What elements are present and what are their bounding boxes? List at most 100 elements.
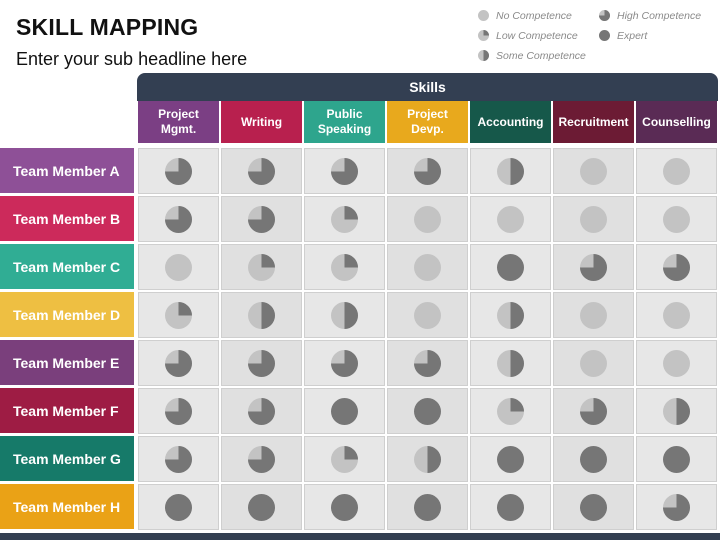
skill-cell [221, 436, 302, 482]
legend-item: High Competence [598, 9, 701, 22]
skill-column-header: Recruitment [553, 101, 634, 143]
competence-pie-icon [497, 445, 524, 473]
competence-pie-icon [497, 301, 524, 329]
competence-pie-icon [580, 397, 607, 425]
skill-cell [636, 244, 717, 290]
competence-pie-icon [165, 157, 192, 185]
competence-pie-icon [599, 30, 610, 41]
skill-cell [138, 436, 219, 482]
competence-pie-icon [663, 301, 690, 329]
skill-cell [387, 292, 468, 338]
team-member-label: Team Member C [0, 244, 134, 289]
competence-pie-icon [580, 157, 607, 185]
competence-pie-icon [497, 157, 524, 185]
competence-pie-icon [478, 30, 489, 41]
skill-cell [387, 148, 468, 194]
competence-pie-icon [248, 397, 275, 425]
skill-cell [138, 340, 219, 386]
competence-pie-icon [580, 253, 607, 281]
legend-label: Some Competence [496, 49, 586, 62]
team-member-label: Team Member H [0, 484, 134, 529]
skill-cell [138, 484, 219, 530]
competence-pie-icon [663, 493, 690, 521]
skill-cell [553, 244, 634, 290]
competence-pie-icon [497, 253, 524, 281]
skill-cell [304, 148, 385, 194]
skill-cell [221, 292, 302, 338]
competence-pie-icon [497, 205, 524, 233]
legend-item: No Competence [477, 9, 572, 22]
legend-label: Low Competence [496, 29, 578, 42]
competence-pie-icon [497, 493, 524, 521]
competence-pie-icon [248, 445, 275, 473]
skill-label: Public Speaking [317, 107, 372, 136]
competence-pie-icon [414, 157, 441, 185]
skill-cell [470, 388, 551, 434]
skill-label: Accounting [477, 114, 544, 129]
competence-pie-icon [165, 205, 192, 233]
competence-pie-icon [165, 301, 192, 329]
bottom-bar [0, 533, 720, 540]
competence-pie-icon [414, 445, 441, 473]
skill-cell [304, 388, 385, 434]
competence-pie-icon [331, 445, 358, 473]
skill-column-header: Writing [221, 101, 302, 143]
skill-label: Project Devp. [407, 107, 448, 136]
competence-pie-icon [663, 157, 690, 185]
skill-cell [553, 388, 634, 434]
skill-cell [636, 388, 717, 434]
competence-pie-icon [663, 397, 690, 425]
skill-cell [304, 484, 385, 530]
legend-item: Some Competence [477, 49, 586, 62]
competence-pie-icon [414, 349, 441, 377]
skill-cell [553, 196, 634, 242]
competence-legend: No Competence High Competence Low Competen… [477, 9, 717, 69]
competence-pie-icon [165, 445, 192, 473]
competence-pie-icon [331, 301, 358, 329]
competence-pie-icon [248, 205, 275, 233]
competence-pie-icon [248, 253, 275, 281]
skill-cell [636, 340, 717, 386]
skill-cell [470, 340, 551, 386]
skill-cell [553, 292, 634, 338]
skill-cell [387, 196, 468, 242]
team-member-label: Team Member D [0, 292, 134, 337]
competence-pie-icon [248, 349, 275, 377]
skill-cell [553, 340, 634, 386]
skill-column-header: Project Devp. [387, 101, 468, 143]
competence-pie-icon [478, 10, 489, 21]
team-member-label: Team Member F [0, 388, 134, 433]
skill-cell [221, 484, 302, 530]
competence-pie-icon [580, 205, 607, 233]
skill-column-header: Accounting [470, 101, 551, 143]
skill-cell [553, 436, 634, 482]
skill-cell [553, 148, 634, 194]
competence-pie-icon [331, 493, 358, 521]
competence-pie-icon [331, 253, 358, 281]
skill-cell [387, 436, 468, 482]
skill-column-header: Public Speaking [304, 101, 385, 143]
skill-cell [553, 484, 634, 530]
competence-pie-icon [478, 50, 489, 61]
skill-cell [470, 292, 551, 338]
competence-pie-icon [663, 445, 690, 473]
competence-pie-icon [580, 493, 607, 521]
skill-label: Project Mgmt. [158, 107, 199, 136]
skill-cell [387, 340, 468, 386]
competence-pie-icon [331, 397, 358, 425]
legend-item: Expert [598, 29, 647, 42]
skill-cell [470, 484, 551, 530]
skill-label: Recruitment [558, 114, 629, 129]
skill-cell [221, 196, 302, 242]
skill-cell [636, 148, 717, 194]
competence-pie-icon [165, 493, 192, 521]
skill-cell [138, 148, 219, 194]
skill-cell [470, 196, 551, 242]
skill-cell [138, 244, 219, 290]
skill-cell [636, 436, 717, 482]
skill-cell [138, 388, 219, 434]
competence-pie-icon [497, 349, 524, 377]
page-title: SKILL MAPPING [16, 14, 199, 40]
skill-cell [138, 196, 219, 242]
competence-pie-icon [599, 10, 610, 21]
